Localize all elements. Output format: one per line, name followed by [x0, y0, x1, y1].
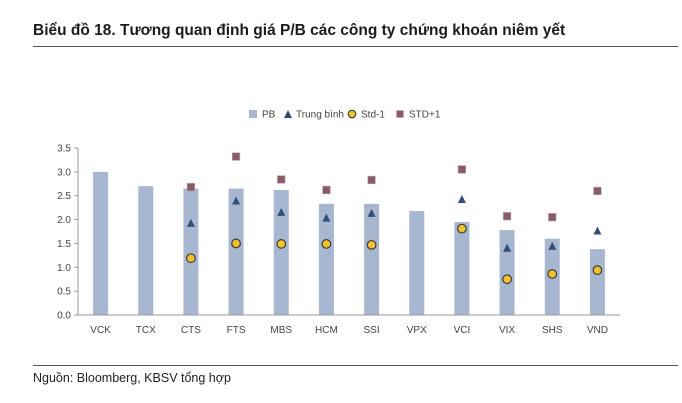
std-minus-marker [547, 269, 558, 279]
legend-swatch [284, 110, 292, 118]
legend-swatch [347, 109, 357, 119]
legend-label: Trung bình [296, 110, 344, 121]
bar-vix [499, 230, 515, 315]
bar-hcm [318, 203, 334, 315]
x-tick-label: SSI [364, 325, 380, 336]
y-axis: 0.0 0.5 1.0 1.5 2.0 2.5 3.0 3.5 [57, 144, 79, 322]
legend-item: STD+1 [396, 110, 441, 121]
std-plus-marker [186, 183, 196, 192]
std-plus-marker [277, 175, 286, 184]
bar-vpx [409, 210, 425, 315]
bar-vci [454, 221, 470, 315]
std-minus-marker [502, 274, 512, 285]
x-tick-label: MBS [270, 325, 292, 336]
std-minus-marker [592, 265, 603, 276]
source-rule [33, 365, 678, 366]
bar-mbs [273, 189, 289, 315]
mean-marker [277, 207, 286, 216]
std-plus-marker [231, 152, 241, 161]
x-tick-label: FTS [227, 325, 246, 336]
chart-legend: PB Trung bình Std-1 STD+1 [249, 110, 441, 121]
y-tick-label: 2.5 [57, 191, 71, 202]
legend-item: PB [249, 110, 276, 121]
mean-marker [322, 213, 331, 222]
x-tick-label: VIX [499, 325, 515, 336]
legend-swatch [396, 110, 404, 118]
bar-series [93, 171, 605, 315]
y-tick-label: 0.0 [57, 311, 71, 322]
y-tick-label: 1.5 [57, 239, 71, 250]
std-plus-marker [502, 212, 512, 221]
std-plus-marker [367, 175, 376, 185]
y-tick-label: 2.0 [57, 215, 71, 226]
x-tick-label: TCX [136, 325, 156, 336]
mean-marker [232, 196, 241, 205]
y-tick-label: 3.0 [57, 167, 71, 178]
bar-cts [183, 188, 199, 315]
mean-marker [457, 195, 466, 204]
legend-item: Std-1 [347, 109, 385, 121]
x-tick-label: HCM [315, 325, 338, 336]
x-tick-label: VND [587, 325, 608, 336]
x-tick-label: CTS [181, 325, 201, 336]
std-minus-marker [321, 239, 332, 249]
bar-tcx [138, 186, 154, 315]
mean-marker [503, 243, 512, 252]
legend-item: Trung bình [284, 110, 344, 121]
x-tick-label: VCK [90, 325, 111, 336]
y-tick-label: 0.5 [57, 287, 71, 298]
bar-fts [228, 188, 244, 315]
mean-marker [367, 208, 376, 217]
y-tick-label: 1.0 [57, 263, 71, 274]
source-note: Nguồn: Bloomberg, KBSV tổng hợp [33, 371, 231, 385]
x-tick-label: VCI [454, 325, 471, 336]
bar-ssi [364, 203, 380, 315]
std-plus-marker [593, 186, 602, 196]
chart-title: Biểu đồ 18. Tương quan định giá P/B các … [33, 22, 566, 39]
x-axis: VCK TCX CTS FTS MBS HCM SSI VPX VCI VIX SHS VND [78, 314, 620, 336]
legend-label: STD+1 [409, 110, 441, 121]
mean-marker [186, 218, 195, 227]
mean-marker [548, 241, 557, 250]
std-minus-marker [457, 223, 467, 234]
std-plus-marker [322, 185, 331, 195]
std-plus-marker [457, 165, 467, 174]
std-minus-marker [366, 239, 377, 250]
x-tick-label: SHS [542, 325, 563, 336]
title-rule [33, 46, 678, 47]
bar-vck [93, 171, 109, 315]
bar-vnd [589, 249, 605, 315]
x-tick-label: VPX [407, 325, 427, 336]
std-minus-marker [231, 238, 241, 249]
legend-label: Std-1 [361, 110, 385, 121]
std-minus-marker [186, 253, 196, 264]
legend-swatch [249, 110, 257, 118]
std-minus-marker [276, 239, 287, 249]
mean-marker [593, 226, 602, 235]
y-tick-label: 3.5 [57, 144, 71, 155]
legend-label: PB [262, 110, 276, 121]
marker-series [186, 152, 603, 285]
std-plus-marker [548, 213, 557, 222]
